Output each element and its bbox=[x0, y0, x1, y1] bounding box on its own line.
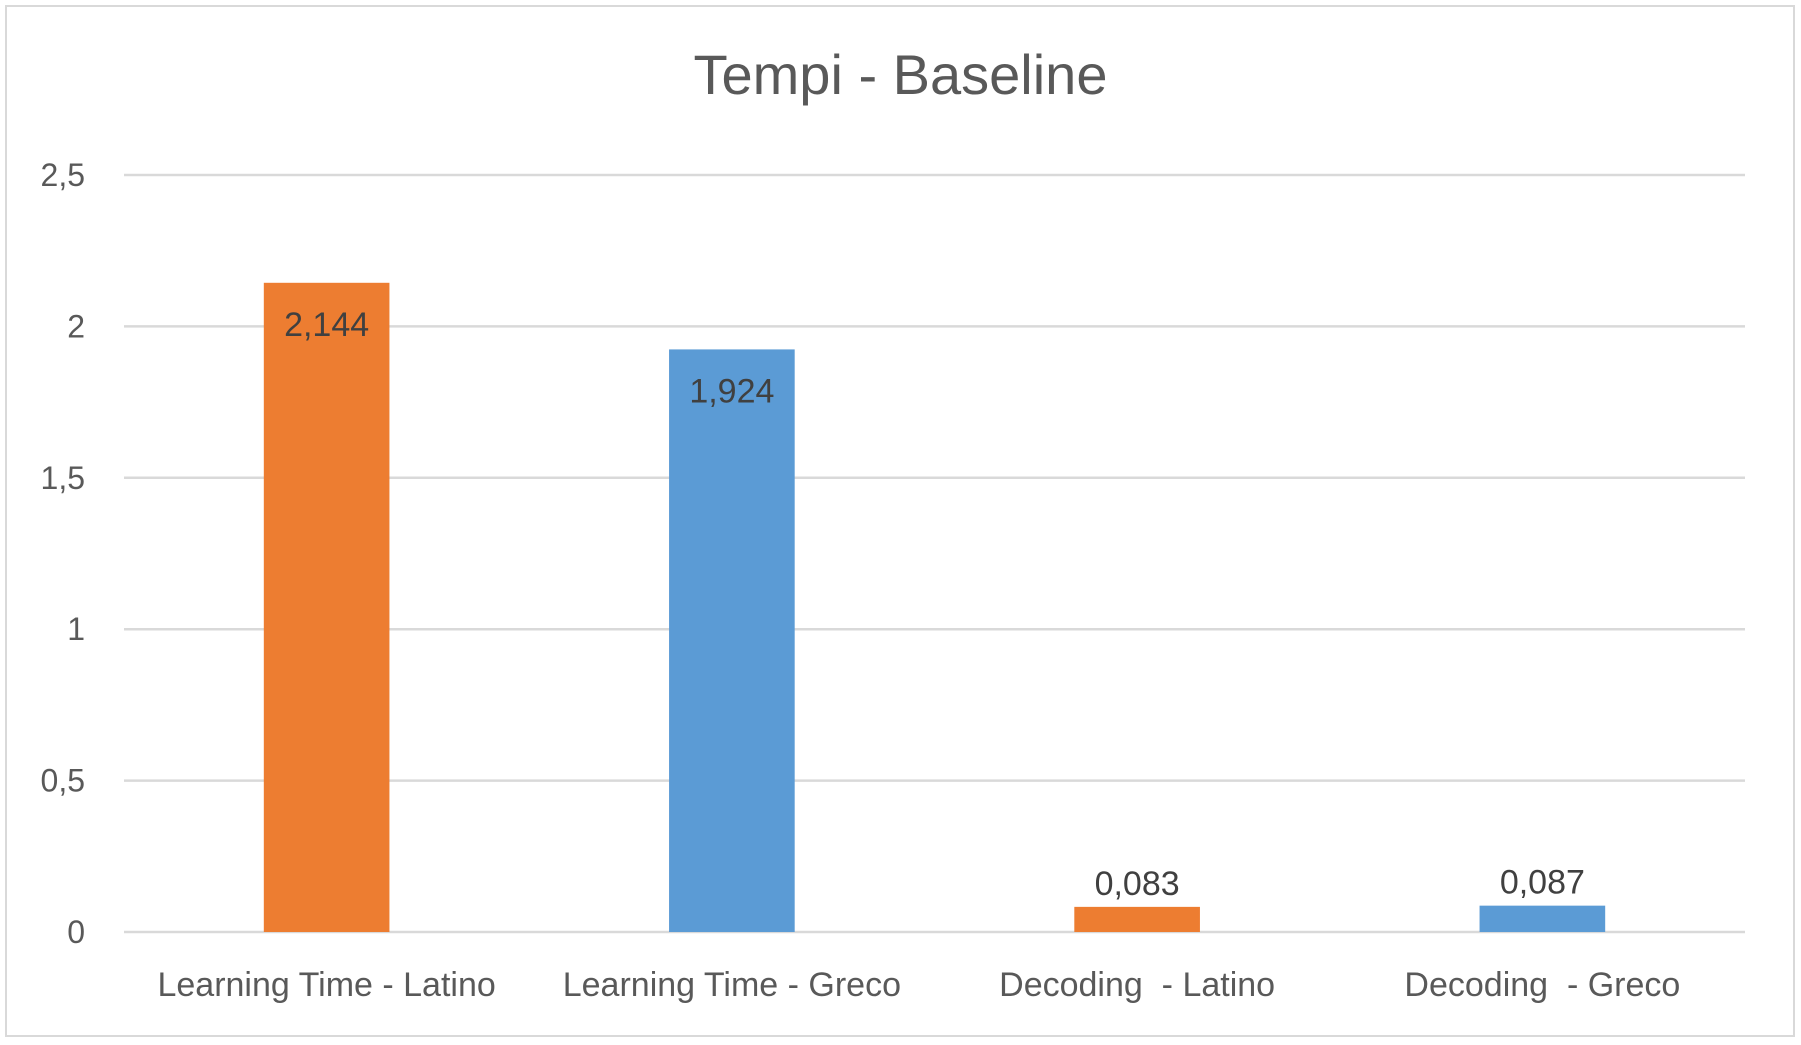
x-category-label: Learning Time - Greco bbox=[563, 966, 901, 1004]
data-labels: 2,144 1,924 0,083 0,087 bbox=[284, 306, 1585, 903]
bar bbox=[263, 282, 390, 932]
y-tick-label: 1,5 bbox=[41, 460, 85, 496]
data-label: 0,087 bbox=[1500, 864, 1585, 902]
data-label: 0,083 bbox=[1095, 865, 1180, 903]
data-label: 1,924 bbox=[689, 372, 774, 410]
y-tick-label: 2 bbox=[67, 308, 85, 344]
y-tick-label: 1 bbox=[67, 611, 85, 647]
chart-title: Tempi - Baseline bbox=[693, 43, 1108, 106]
data-label: 2,144 bbox=[284, 306, 369, 344]
bars bbox=[263, 282, 1606, 932]
x-category-label: Decoding - Greco bbox=[1404, 966, 1680, 1004]
gridlines bbox=[124, 173, 1745, 934]
y-tick-label: 0 bbox=[67, 914, 85, 950]
x-axis-categories: Learning Time - Latino Learning Time - Gr… bbox=[157, 966, 1680, 1004]
y-axis-ticks: 0 0,5 1 1,5 2 2,5 bbox=[41, 157, 85, 950]
x-category-label: Learning Time - Latino bbox=[157, 966, 495, 1004]
bar bbox=[1479, 905, 1606, 932]
y-tick-label: 0,5 bbox=[41, 763, 85, 799]
bar bbox=[669, 349, 795, 932]
bar bbox=[1074, 906, 1200, 932]
y-tick-label: 2,5 bbox=[41, 157, 85, 193]
x-category-label: Decoding - Latino bbox=[999, 966, 1275, 1004]
